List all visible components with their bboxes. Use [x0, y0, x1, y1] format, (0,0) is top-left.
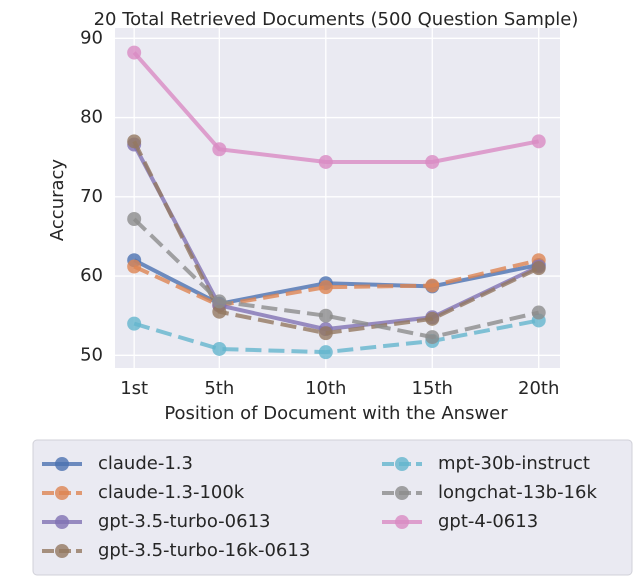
point	[212, 142, 227, 157]
point	[127, 212, 142, 227]
y-tick-label: 70	[80, 186, 103, 207]
legend-label: mpt-30b-instruct	[438, 453, 590, 474]
legend-marker	[55, 457, 69, 471]
point	[531, 261, 546, 276]
point	[425, 330, 440, 345]
x-tick-label: 5th	[204, 378, 234, 399]
legend-label: gpt-3.5-turbo-16k-0613	[98, 540, 310, 561]
point	[425, 278, 440, 293]
point	[425, 311, 440, 326]
point	[127, 45, 142, 60]
point	[212, 341, 227, 356]
x-axis-label: Position of Document with the Answer	[164, 403, 508, 424]
point	[318, 154, 333, 169]
chart-title: 20 Total Retrieved Documents (500 Questi…	[94, 9, 579, 30]
legend-label: longchat-13b-16k	[438, 482, 597, 503]
x-tick-label: 1st	[120, 378, 148, 399]
legend-label: gpt-4-0613	[438, 511, 538, 532]
point	[318, 326, 333, 341]
y-tick-label: 90	[80, 27, 103, 48]
point	[318, 280, 333, 295]
y-tick-label: 80	[80, 107, 103, 128]
y-tick-label: 50	[80, 344, 103, 365]
point	[127, 259, 142, 274]
legend-marker	[55, 544, 69, 558]
point	[127, 134, 142, 149]
point	[318, 308, 333, 323]
x-tick-label: 20th	[518, 378, 559, 399]
legend-label: gpt-3.5-turbo-0613	[98, 511, 270, 532]
x-tick-label: 15th	[412, 378, 453, 399]
legend-marker	[395, 457, 409, 471]
legend-marker	[55, 515, 69, 529]
series-line	[132, 217, 540, 340]
point	[425, 154, 440, 169]
point	[212, 304, 227, 319]
legend-marker	[395, 486, 409, 500]
y-tick-label: 60	[80, 265, 103, 286]
y-axis-label: Accuracy	[47, 159, 68, 242]
legend-label: claude-1.3-100k	[98, 482, 245, 503]
point	[531, 305, 546, 320]
legend-label: claude-1.3	[98, 453, 193, 474]
plot-area	[115, 28, 560, 368]
x-tick-label: 10th	[305, 378, 346, 399]
point	[127, 316, 142, 331]
point	[318, 345, 333, 360]
legend-marker	[55, 486, 69, 500]
legend-marker	[395, 515, 409, 529]
point	[531, 134, 546, 149]
legend-box	[32, 439, 633, 576]
point	[212, 294, 227, 309]
